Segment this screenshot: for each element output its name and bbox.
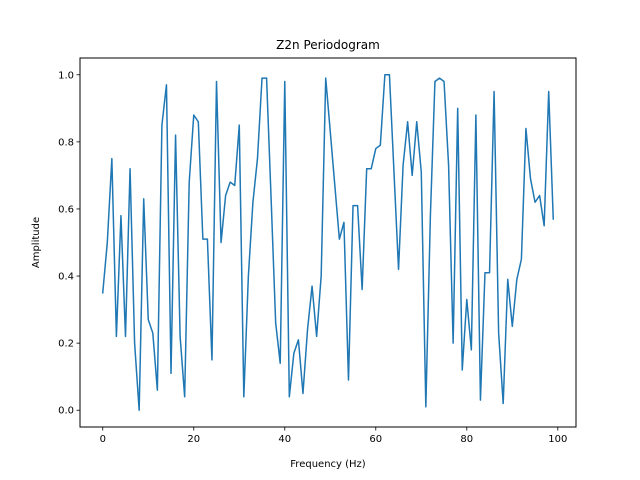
y-tick-label: 0.4 bbox=[58, 272, 74, 283]
x-tick-label: 60 bbox=[369, 434, 382, 445]
axes-frame bbox=[79, 57, 577, 428]
x-tick-label: 80 bbox=[460, 434, 473, 445]
y-tick-label: 0.2 bbox=[58, 339, 74, 350]
x-tick-label: 20 bbox=[187, 434, 200, 445]
plot-area bbox=[101, 74, 555, 411]
y-tick-label: 0.0 bbox=[58, 406, 74, 417]
y-tick-label: 1.0 bbox=[58, 70, 74, 81]
x-axis-label: Frequency (Hz) bbox=[290, 459, 366, 470]
y-tick-label: 0.6 bbox=[58, 204, 74, 215]
x-tick-label: 0 bbox=[100, 434, 106, 445]
y-tick-label: 0.8 bbox=[58, 137, 74, 148]
x-tick-label: 40 bbox=[278, 434, 291, 445]
chart-title: Z2n Periodogram bbox=[276, 38, 380, 52]
series-line-0 bbox=[101, 74, 555, 411]
x-tick-label: 100 bbox=[548, 434, 567, 445]
y-axis-label: Amplitude bbox=[31, 217, 42, 268]
